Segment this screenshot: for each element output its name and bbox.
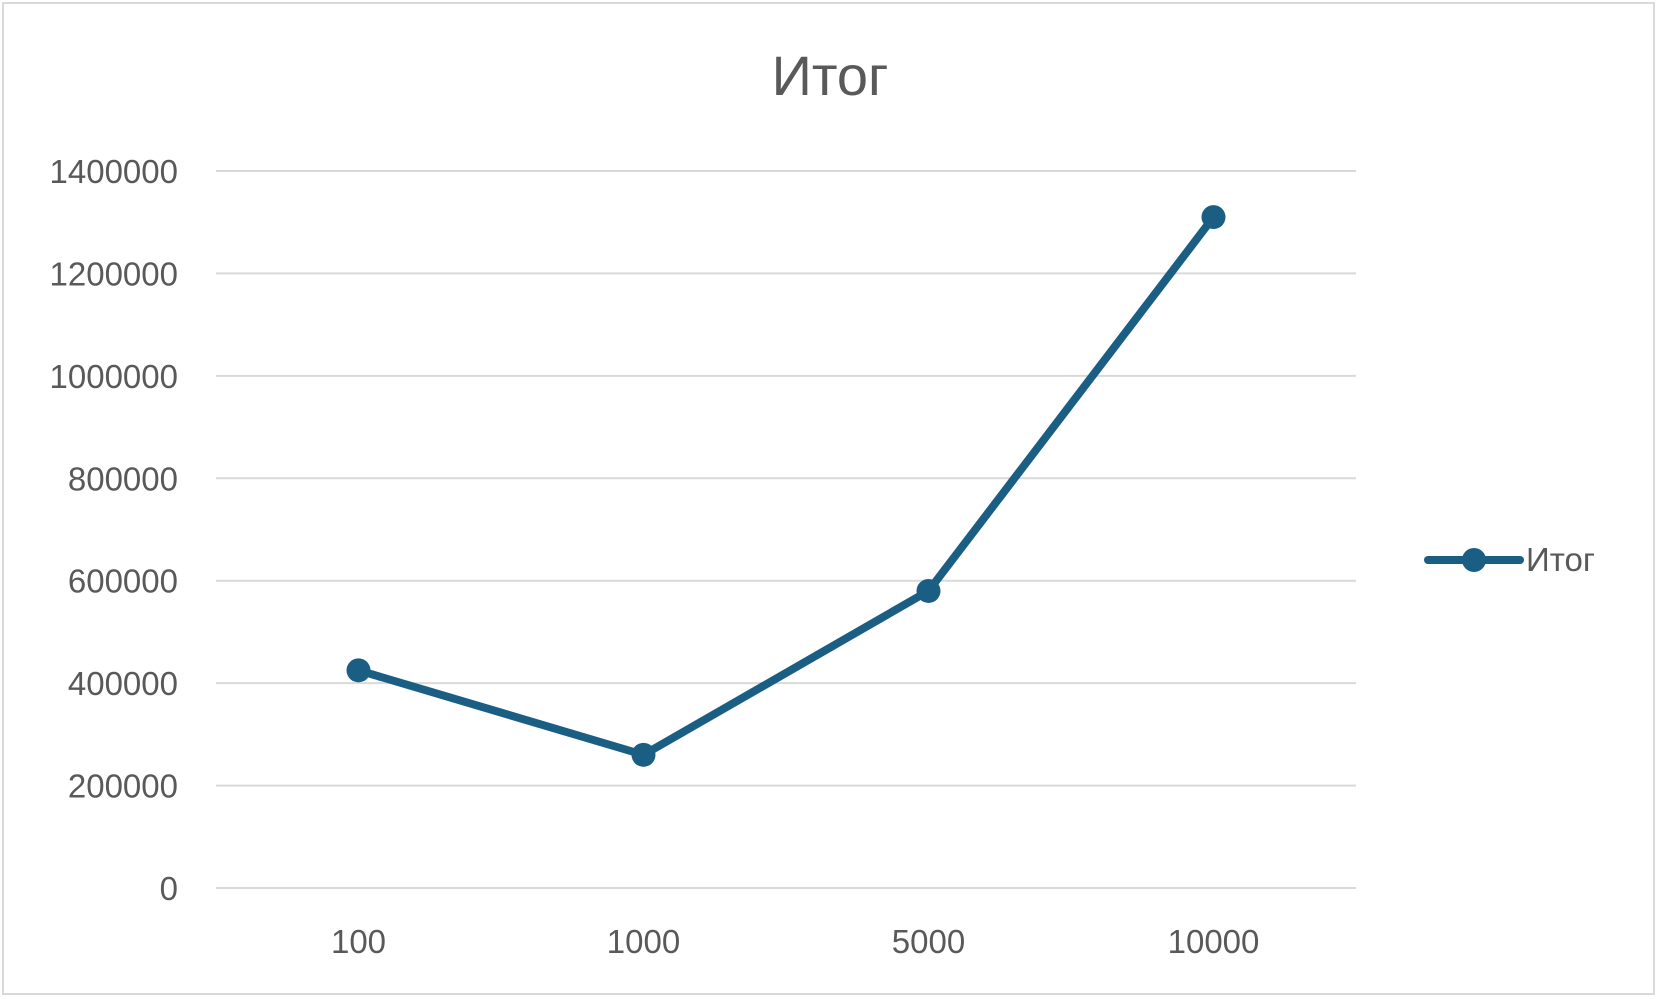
- data-point: [346, 658, 371, 683]
- legend-label: Итог: [1526, 541, 1595, 578]
- x-axis-tick-labels: 100 1000 5000 10000: [331, 923, 1259, 960]
- data-point: [1201, 205, 1226, 230]
- x-tick-label: 100: [331, 923, 386, 960]
- y-tick-label: 200000: [68, 768, 178, 805]
- y-tick-label: 0: [160, 870, 178, 907]
- y-tick-label: 1400000: [50, 153, 178, 190]
- y-tick-label: 1000000: [50, 358, 178, 395]
- data-point: [916, 578, 941, 603]
- x-tick-label: 10000: [1168, 923, 1260, 960]
- x-tick-label: 1000: [607, 923, 680, 960]
- series-layer: [346, 205, 1226, 767]
- chart-title: Итог: [772, 44, 889, 107]
- data-point: [631, 742, 656, 767]
- legend: Итог: [1424, 541, 1595, 578]
- y-tick-label: 1200000: [50, 255, 178, 292]
- gridlines: [216, 170, 1356, 889]
- legend-point-marker: [1462, 548, 1486, 572]
- y-tick-label: 800000: [68, 460, 178, 497]
- x-tick-label: 5000: [892, 923, 965, 960]
- y-tick-label: 600000: [68, 563, 178, 600]
- y-tick-label: 400000: [68, 665, 178, 702]
- y-axis-tick-labels: 0 200000 400000 600000 800000 1000000 1200000 1…: [50, 153, 178, 907]
- series-line: [354, 213, 1218, 759]
